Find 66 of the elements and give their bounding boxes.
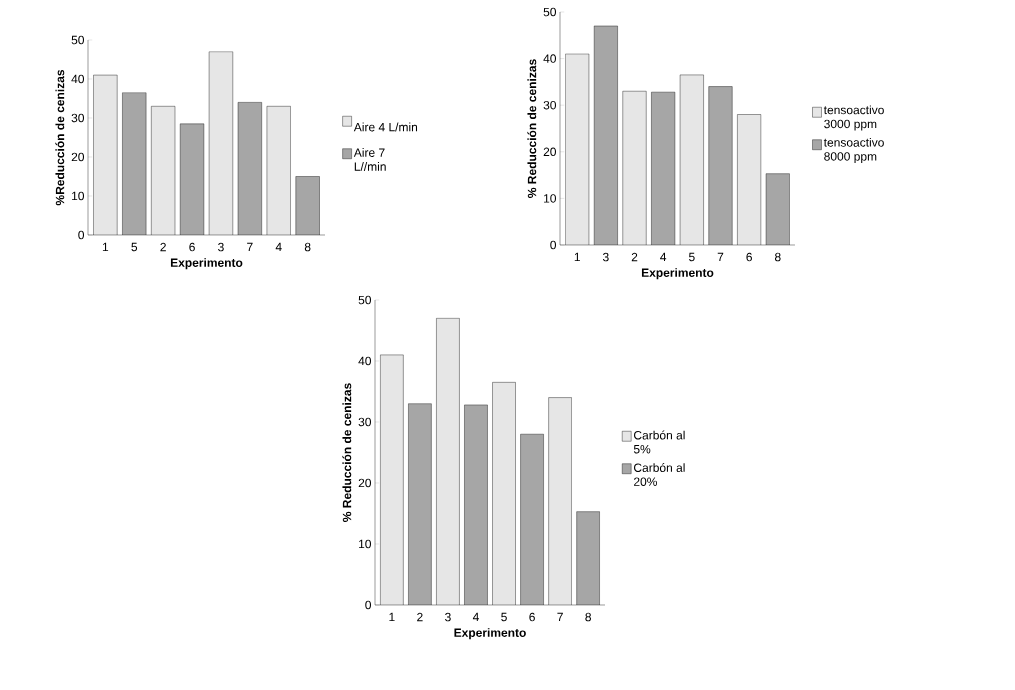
x-tick-label: 1 (389, 612, 395, 622)
y-tick-label: 20 (71, 152, 85, 162)
x-tick-label: 2 (160, 242, 166, 252)
y-tick-label: 0 (78, 230, 85, 240)
bar (266, 106, 291, 235)
y-tick-label: 40 (543, 54, 557, 63)
y-tick-label: 10 (359, 539, 372, 549)
x-tick-label: 5 (688, 252, 695, 262)
x-tick-label: 3 (602, 252, 609, 262)
x-tick-label: 7 (247, 242, 253, 252)
bar (464, 404, 488, 605)
bar (576, 511, 600, 605)
y-tick-label: 0 (550, 240, 557, 250)
x-tick-label: 7 (557, 612, 563, 622)
y-axis-title: %Reducción de cenizas (55, 69, 65, 206)
x-tick-label: 8 (774, 252, 781, 262)
x-tick-label: 7 (717, 252, 724, 262)
x-tick-label: 2 (417, 612, 423, 622)
x-tick-label: 4 (660, 252, 667, 262)
x-tick-label: 6 (529, 612, 535, 622)
bar (436, 318, 460, 605)
bar (151, 106, 175, 235)
x-tick-label: 3 (218, 242, 224, 252)
x-axis-title: Experimento (641, 268, 714, 280)
x-tick-label: 4 (472, 612, 479, 622)
x-tick-label: 3 (445, 612, 451, 622)
y-tick-label: 0 (365, 600, 372, 610)
x-tick-label: 6 (189, 242, 195, 252)
legend-label: tensoactivo 8000 ppm (823, 137, 884, 164)
x-tick-label: 1 (102, 242, 109, 252)
y-tick-label: 30 (543, 100, 557, 110)
bar (380, 354, 404, 605)
x-tick-label: 1 (574, 252, 580, 262)
y-axis-title: % Reducción de cenizas (342, 383, 352, 522)
bar (520, 434, 544, 605)
y-tick-label: 50 (71, 35, 85, 45)
bar (492, 382, 516, 605)
legend-label: Carbón al 5% (633, 430, 685, 454)
y-tick-label: 50 (358, 295, 372, 305)
legend-label: Aire 4 L/min (353, 122, 418, 132)
x-tick-label: 6 (746, 252, 752, 262)
x-axis-title: Experimento (454, 628, 526, 640)
bar (93, 75, 118, 235)
legend-label: tensoactivo 3000 ppm (823, 105, 884, 131)
y-axis-title: % Reducción de cenizas (527, 59, 537, 198)
x-tick-label: 4 (275, 242, 282, 252)
x-tick-label: 8 (585, 612, 591, 622)
x-tick-label: 2 (631, 252, 638, 262)
y-tick-label: 40 (71, 74, 85, 84)
legend-label: Carbón al 20% (634, 463, 685, 486)
x-tick-label: 5 (131, 242, 138, 252)
bar (209, 51, 233, 235)
x-axis-title: Experimento (170, 258, 243, 270)
y-tick-label: 40 (358, 356, 372, 366)
y-tick-label: 10 (72, 191, 85, 201)
x-tick-label: 8 (304, 242, 311, 252)
y-tick-label: 20 (358, 478, 372, 488)
bar (408, 403, 432, 605)
legend-label: Aire 7 L//min (353, 148, 386, 171)
y-tick-label: 30 (358, 417, 372, 427)
y-tick-label: 30 (71, 113, 85, 123)
y-tick-label: 50 (543, 7, 557, 17)
x-tick-label: 5 (501, 612, 507, 622)
y-tick-label: 20 (543, 147, 557, 157)
bar (548, 397, 572, 605)
y-tick-label: 10 (544, 194, 557, 203)
